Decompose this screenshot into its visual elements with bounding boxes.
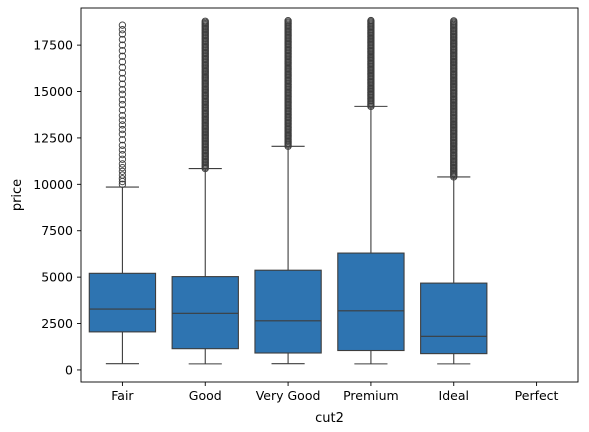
y-tick-label: 7500 bbox=[41, 223, 73, 238]
box-iqr bbox=[337, 252, 405, 352]
y-tick-label: 17500 bbox=[33, 38, 73, 53]
y-tick-label: 0 bbox=[65, 362, 73, 377]
y-tick-label: 15000 bbox=[33, 84, 73, 99]
x-axis: Fair Good Very Good Premium Ideal Perfect bbox=[111, 382, 559, 403]
box-group-premium bbox=[337, 16, 405, 365]
outlier-point bbox=[118, 141, 127, 149]
outlier-point bbox=[118, 130, 127, 138]
outlier-point bbox=[118, 171, 127, 179]
outlier-point bbox=[118, 63, 127, 72]
x-axis-label: cut2 bbox=[315, 411, 344, 426]
y-axis: 0 2500 5000 7500 10000 12500 15000 17500 bbox=[33, 38, 81, 377]
x-tick-label: Premium bbox=[343, 388, 399, 403]
x-tick-label: Fair bbox=[111, 388, 134, 403]
outlier-point bbox=[118, 100, 127, 109]
outlier-point bbox=[118, 160, 127, 168]
outlier-point bbox=[118, 30, 127, 38]
outlier-point bbox=[284, 17, 292, 25]
outlier-point bbox=[118, 150, 127, 159]
outlier-point bbox=[118, 26, 127, 34]
outlier-point bbox=[201, 17, 209, 25]
box-iqr bbox=[254, 269, 322, 354]
x-tick-label: Good bbox=[189, 388, 222, 403]
box-iqr bbox=[88, 272, 157, 333]
outlier-point bbox=[118, 90, 127, 98]
outlier-point bbox=[118, 86, 127, 94]
y-tick-label: 2500 bbox=[41, 316, 73, 331]
outlier-point bbox=[118, 180, 127, 188]
outlier-point bbox=[118, 96, 127, 104]
outlier-point bbox=[118, 21, 127, 29]
outlier-point bbox=[118, 80, 127, 88]
y-tick-label: 10000 bbox=[33, 177, 73, 192]
outlier-point bbox=[367, 16, 375, 25]
outlier-point bbox=[118, 125, 127, 134]
outlier-point bbox=[118, 167, 127, 175]
outlier-point bbox=[118, 163, 127, 172]
outlier-point bbox=[118, 146, 127, 154]
x-tick-label: Perfect bbox=[515, 388, 559, 403]
outlier-point bbox=[118, 155, 127, 163]
outlier-point bbox=[118, 112, 127, 120]
box-iqr bbox=[171, 276, 239, 350]
chart-marks bbox=[88, 16, 488, 365]
outlier-point bbox=[118, 58, 127, 66]
outlier-point bbox=[118, 41, 127, 49]
box-group-fair bbox=[88, 21, 157, 365]
box-group-very-good bbox=[254, 17, 322, 365]
outlier-point bbox=[118, 74, 127, 83]
x-tick-label: Ideal bbox=[439, 388, 469, 403]
outlier-point bbox=[118, 69, 127, 77]
box-group-ideal bbox=[420, 17, 488, 365]
outlier-point bbox=[118, 52, 127, 60]
x-tick-label: Very Good bbox=[256, 388, 321, 403]
outlier-point bbox=[118, 106, 127, 114]
y-tick-label: 12500 bbox=[33, 130, 73, 145]
outlier-point bbox=[118, 136, 127, 144]
outlier-point bbox=[118, 35, 127, 44]
outlier-point bbox=[118, 116, 127, 124]
y-axis-label: price bbox=[10, 179, 25, 211]
plot-frame bbox=[80, 7, 579, 383]
box-iqr bbox=[420, 282, 488, 355]
box-group-good bbox=[171, 17, 239, 365]
outlier-point bbox=[450, 17, 458, 25]
outlier-point bbox=[118, 47, 127, 55]
y-tick-label: 5000 bbox=[41, 270, 73, 285]
outlier-point bbox=[118, 175, 127, 183]
outlier-point bbox=[118, 121, 127, 129]
